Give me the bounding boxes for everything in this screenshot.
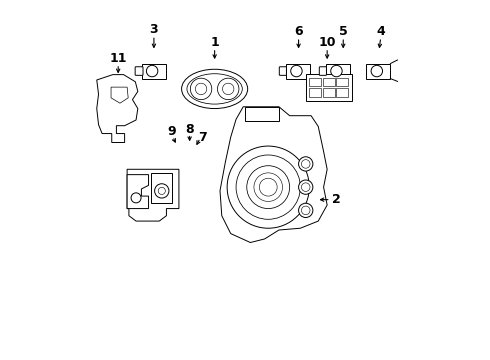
Circle shape bbox=[190, 78, 212, 100]
FancyBboxPatch shape bbox=[279, 67, 287, 75]
Polygon shape bbox=[220, 107, 327, 243]
Text: 9: 9 bbox=[168, 125, 176, 138]
Circle shape bbox=[236, 155, 300, 219]
Text: 2: 2 bbox=[332, 193, 341, 206]
Circle shape bbox=[158, 187, 165, 194]
Circle shape bbox=[301, 183, 310, 192]
Bar bbox=[309, 88, 321, 97]
Bar bbox=[366, 64, 391, 78]
Text: 7: 7 bbox=[198, 131, 206, 144]
Circle shape bbox=[298, 203, 313, 217]
Bar bbox=[323, 78, 335, 86]
Bar bbox=[151, 173, 172, 203]
Circle shape bbox=[259, 178, 277, 196]
Text: 3: 3 bbox=[149, 23, 158, 36]
Ellipse shape bbox=[187, 74, 243, 104]
Circle shape bbox=[218, 78, 239, 100]
Circle shape bbox=[371, 65, 383, 77]
Circle shape bbox=[298, 180, 313, 194]
Bar bbox=[286, 64, 310, 78]
Text: 11: 11 bbox=[109, 52, 127, 65]
Text: 1: 1 bbox=[210, 36, 219, 49]
Circle shape bbox=[301, 159, 310, 168]
Circle shape bbox=[298, 157, 313, 171]
Text: 6: 6 bbox=[294, 25, 303, 38]
Circle shape bbox=[196, 83, 207, 95]
Bar bbox=[323, 88, 335, 97]
Circle shape bbox=[247, 166, 290, 208]
Polygon shape bbox=[127, 169, 179, 221]
Circle shape bbox=[301, 206, 310, 215]
Polygon shape bbox=[111, 87, 128, 103]
Bar bbox=[309, 78, 321, 86]
Text: 10: 10 bbox=[318, 36, 336, 49]
Bar bbox=[245, 108, 279, 121]
Circle shape bbox=[291, 65, 302, 77]
Text: 4: 4 bbox=[376, 25, 385, 38]
Bar bbox=[337, 88, 348, 97]
Polygon shape bbox=[127, 175, 148, 208]
Circle shape bbox=[254, 173, 283, 202]
Circle shape bbox=[222, 83, 234, 95]
Polygon shape bbox=[97, 75, 138, 143]
Bar bbox=[142, 64, 166, 78]
Circle shape bbox=[331, 65, 342, 77]
FancyBboxPatch shape bbox=[135, 67, 143, 75]
Bar bbox=[326, 64, 350, 78]
FancyBboxPatch shape bbox=[319, 67, 326, 75]
Circle shape bbox=[155, 184, 169, 198]
Text: 5: 5 bbox=[339, 25, 347, 38]
Bar bbox=[306, 74, 352, 100]
Circle shape bbox=[147, 65, 158, 77]
Ellipse shape bbox=[182, 69, 247, 109]
Bar bbox=[337, 78, 348, 86]
Circle shape bbox=[131, 193, 141, 203]
Text: 8: 8 bbox=[185, 123, 194, 136]
Circle shape bbox=[227, 146, 309, 228]
